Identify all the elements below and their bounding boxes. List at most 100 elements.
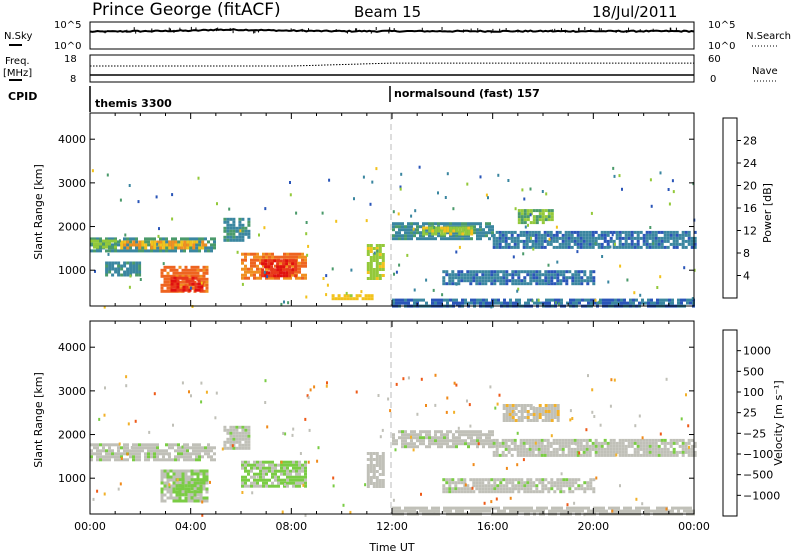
- power-cell: [510, 245, 514, 249]
- velocity-cell: [466, 490, 470, 494]
- power-cell: [194, 276, 198, 280]
- power-scatter-cell: [283, 300, 285, 304]
- velocity-scatter-cell: [306, 394, 309, 398]
- power-cell: [428, 237, 431, 241]
- power-cell: [493, 276, 497, 280]
- velocity-cell: [135, 458, 138, 462]
- velocity-cell: [529, 487, 533, 491]
- velocity-cell: [511, 404, 515, 407]
- power-cell: [455, 231, 458, 235]
- power-cell: [213, 237, 216, 241]
- velocity-cell: [565, 484, 569, 488]
- power-cell: [375, 277, 379, 280]
- velocity-cell: [153, 452, 156, 456]
- power-cell: [253, 258, 256, 262]
- velocity-cell: [166, 469, 170, 473]
- power-cell: [126, 267, 130, 271]
- velocity-scatter-cell: [680, 417, 683, 421]
- power-cell: [624, 233, 628, 237]
- power-cell: [369, 271, 373, 274]
- power-scatter-cell: [452, 207, 455, 211]
- velocity-cell: [292, 484, 295, 488]
- power-scatter-cell: [263, 226, 266, 230]
- velocity-cell: [199, 484, 203, 488]
- power-cell: [153, 243, 157, 247]
- power-cell: [123, 243, 127, 247]
- power-cell: [541, 218, 545, 222]
- velocity-cell: [193, 472, 197, 476]
- velocity-cell: [464, 442, 467, 446]
- velocity-cell: [534, 447, 538, 451]
- velocity-cell: [678, 450, 682, 454]
- power-cell: [520, 279, 524, 283]
- power-cell: [662, 298, 665, 302]
- power-cell: [392, 301, 395, 305]
- power-cell: [191, 276, 195, 280]
- power-cell: [187, 274, 191, 278]
- velocity-cell: [196, 487, 200, 491]
- power-scatter-cell: [683, 266, 686, 270]
- power-cell: [684, 239, 688, 243]
- velocity-cell: [538, 478, 542, 482]
- power-cell: [559, 270, 563, 274]
- velocity-cell: [571, 478, 575, 482]
- velocity-cell: [190, 478, 194, 482]
- velocity-cell: [407, 506, 410, 510]
- velocity-cell: [187, 469, 191, 473]
- power-cell: [292, 273, 295, 277]
- power-cell: [588, 245, 592, 249]
- velocity-cell: [210, 446, 213, 450]
- velocity-scatter-cell: [455, 383, 458, 387]
- velocity-cell: [569, 506, 572, 510]
- power-cell: [687, 236, 691, 240]
- velocity-cell: [549, 453, 553, 457]
- power-cell: [174, 240, 178, 244]
- power-cell: [475, 273, 479, 277]
- velocity-cell: [378, 485, 382, 488]
- power-cell: [372, 274, 376, 277]
- power-cell: [547, 276, 551, 280]
- velocity-cell: [549, 444, 553, 448]
- power-cell: [279, 271, 283, 275]
- velocity-cell: [535, 413, 539, 416]
- power-scatter-cell: [392, 210, 395, 214]
- power-cell: [442, 279, 446, 283]
- velocity-cell: [549, 441, 553, 445]
- power-cell: [271, 276, 274, 280]
- power-cell: [668, 301, 671, 305]
- power-cell: [223, 235, 227, 239]
- velocity-cell: [502, 484, 506, 488]
- velocity-cell: [639, 453, 643, 457]
- velocity-cell: [404, 439, 407, 443]
- velocity-cell: [198, 449, 201, 453]
- velocity-cell: [229, 446, 233, 450]
- power-cell: [407, 234, 410, 238]
- power-cell: [366, 253, 370, 256]
- velocity-cell: [681, 450, 685, 454]
- power-cell: [105, 239, 108, 243]
- velocity-cell: [265, 481, 268, 485]
- velocity-cell: [618, 444, 622, 448]
- power-scatter-cell: [162, 262, 165, 266]
- power-scatter-cell: [576, 250, 579, 254]
- power-cell: [495, 230, 499, 234]
- power-cell: [461, 298, 464, 302]
- velocity-scatter-cell: [583, 513, 586, 517]
- power-cell: [627, 233, 631, 237]
- velocity-scatter-cell: [471, 486, 474, 490]
- power-cell: [431, 226, 435, 230]
- power-cell: [381, 262, 385, 265]
- power-scatter-cell: [446, 172, 449, 176]
- velocity-cell: [172, 472, 176, 476]
- velocity-cell: [690, 453, 694, 457]
- power-cell: [404, 231, 407, 235]
- power-cell: [144, 249, 147, 253]
- velocity-scatter-cell: [578, 451, 581, 455]
- power-cell: [229, 232, 233, 236]
- velocity-cell: [505, 419, 509, 422]
- power-cell: [259, 276, 262, 280]
- power-cell: [123, 246, 126, 250]
- power-cell: [527, 301, 530, 305]
- power-cell: [138, 246, 142, 250]
- velocity-cell: [472, 490, 476, 494]
